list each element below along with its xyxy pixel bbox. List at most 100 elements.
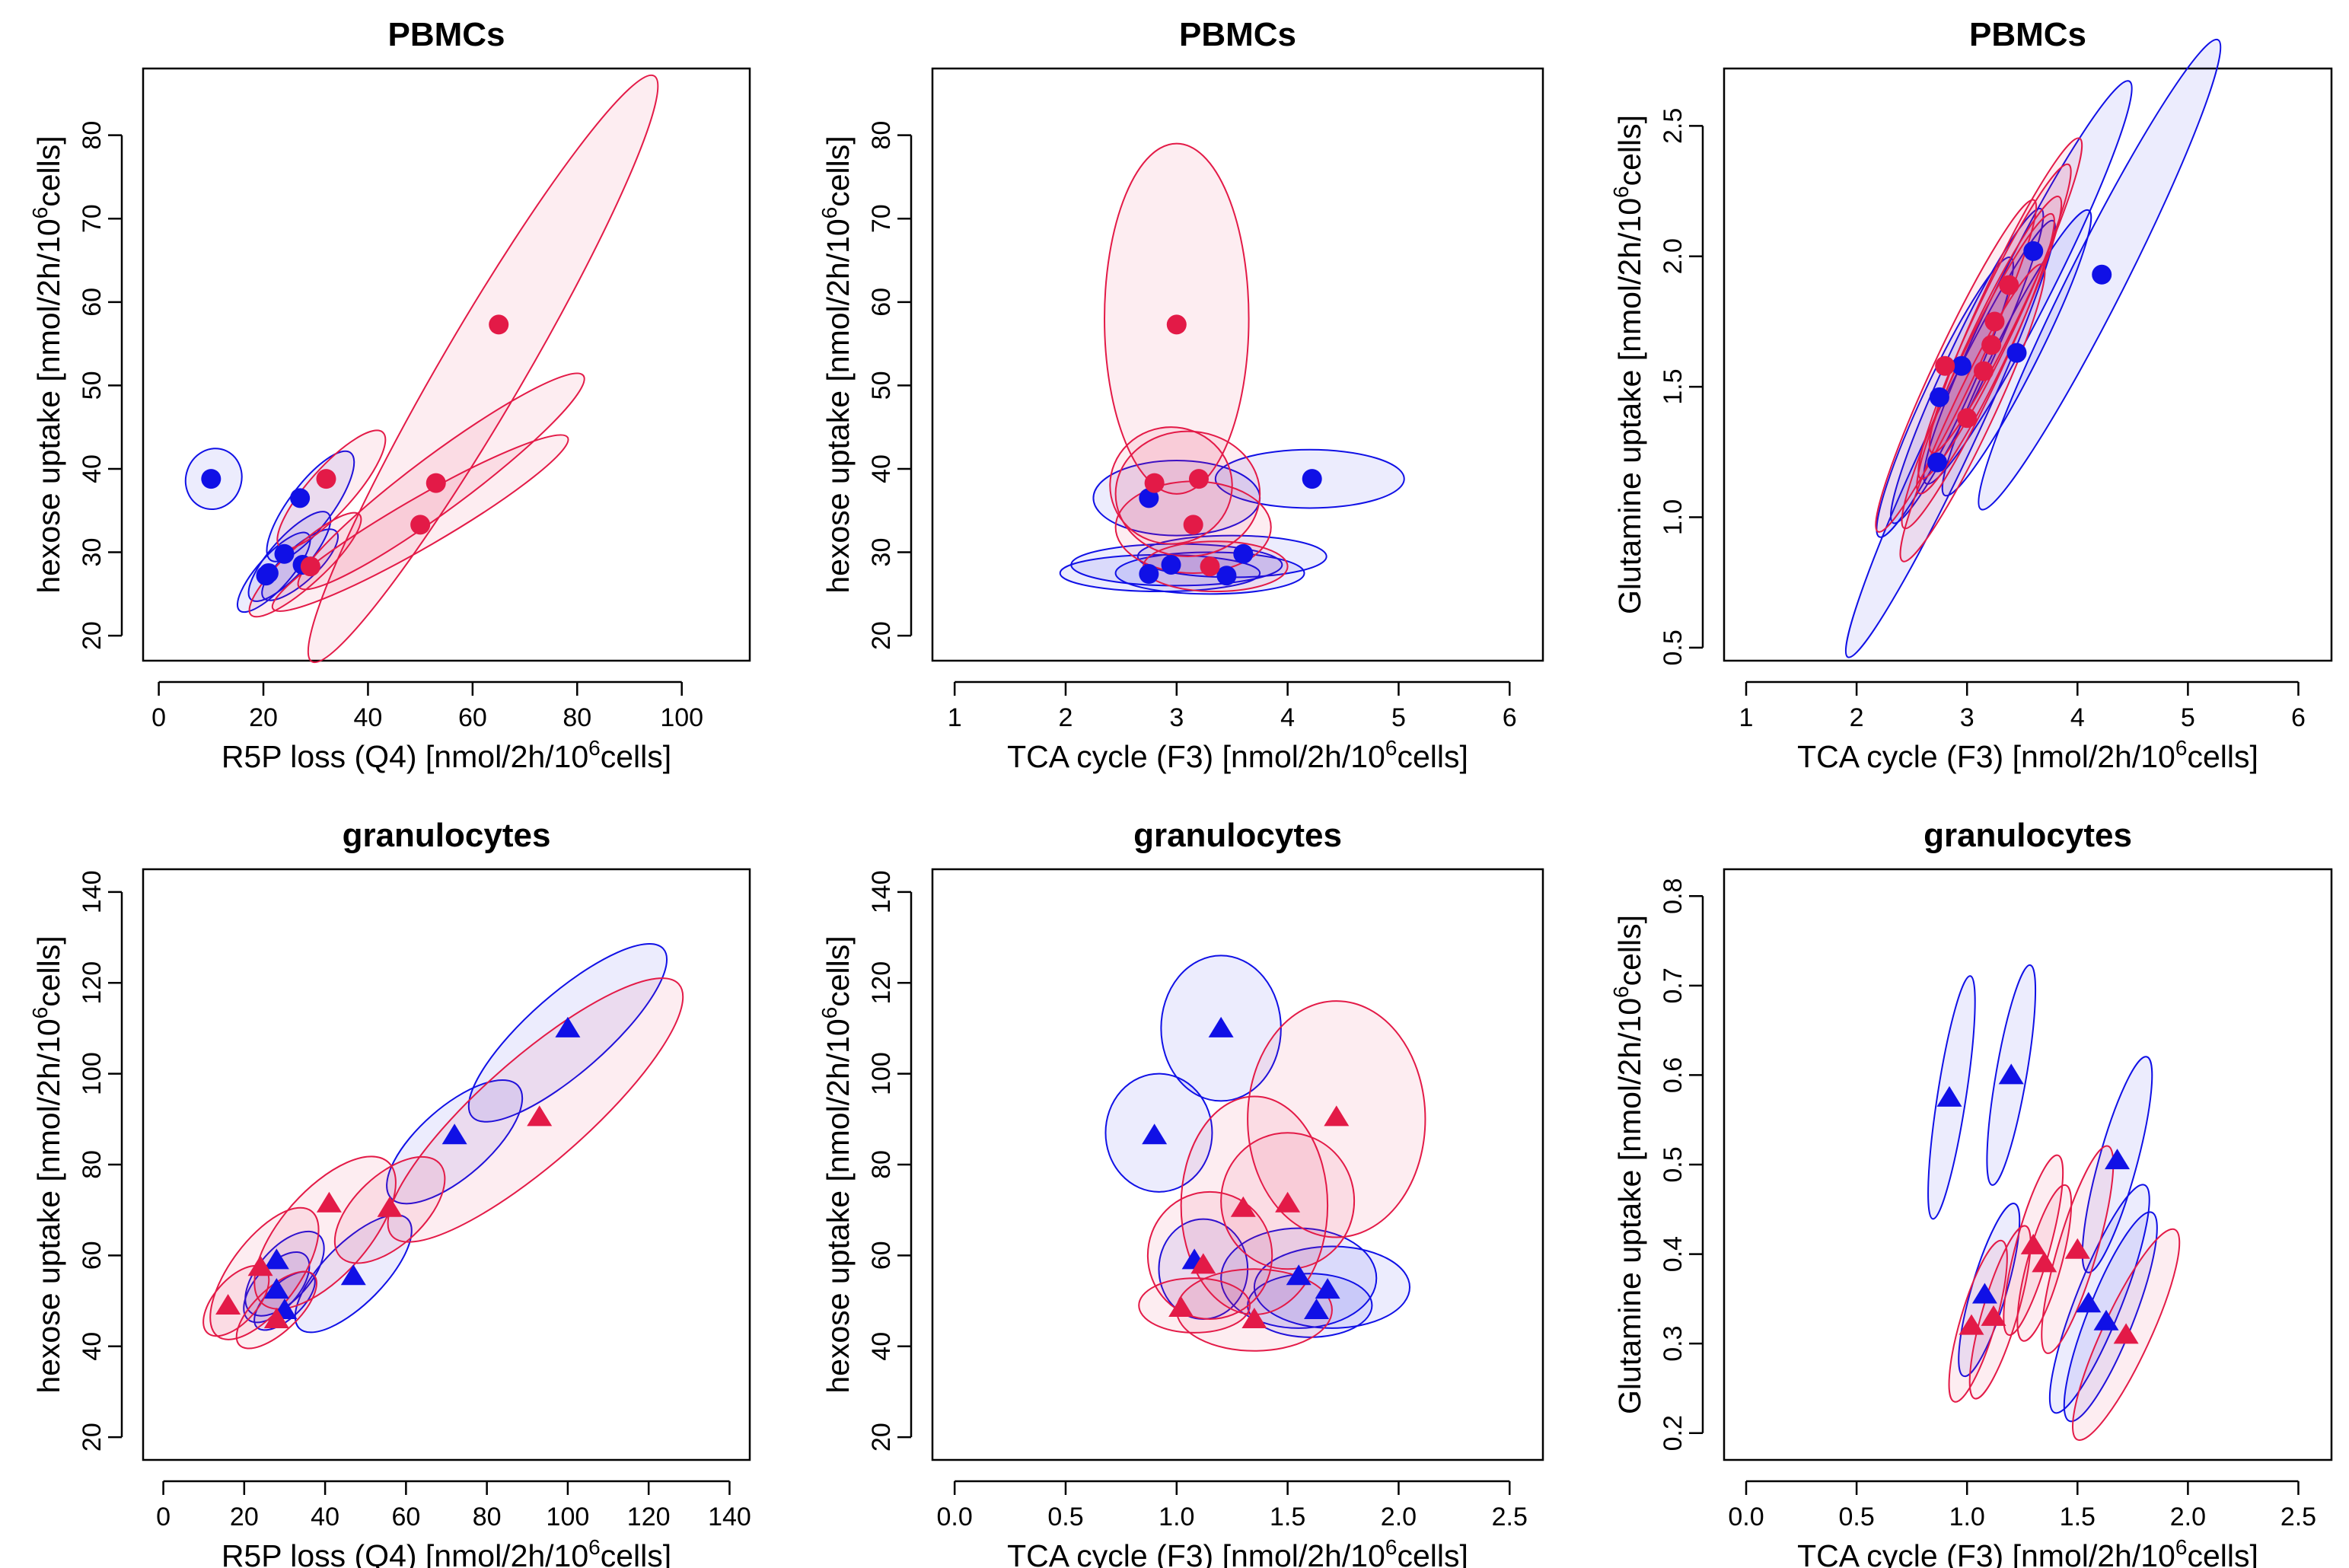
y-tick-label: 40 <box>78 1332 107 1361</box>
red-data-point <box>1183 515 1203 535</box>
x-tick-label: 5 <box>2181 703 2195 732</box>
red-data-point <box>489 314 509 335</box>
x-axis: 0.0 0.5 1.0 1.5 2.0 2.5 <box>937 1480 1528 1531</box>
x-tick-label: 2.5 <box>2280 1503 2316 1531</box>
x-tick-label: 80 <box>563 703 591 732</box>
y-tick-label: 70 <box>867 204 896 233</box>
blue-data-point <box>2023 241 2044 261</box>
red-data-point <box>2113 1323 2139 1344</box>
red-data-point <box>215 1294 241 1315</box>
blue-data-point <box>1998 1063 2024 1085</box>
blue-data-point <box>2076 1292 2102 1313</box>
x-tick-label: 40 <box>311 1503 339 1531</box>
red-confidence-ellipse <box>1109 426 1233 545</box>
y-tick-label: 0.4 <box>1659 1236 1688 1272</box>
blue-data-point <box>1927 452 1948 473</box>
x-tick-label: 1.0 <box>1159 1503 1194 1531</box>
x-tick-label: 1 <box>948 703 962 732</box>
y-tick-label: 60 <box>78 1241 107 1270</box>
red-data-point <box>1324 1105 1350 1127</box>
y-axis: 0.5 1.0 1.5 2.0 2.5 <box>1659 108 1704 665</box>
y-tick-label: 120 <box>78 961 107 1005</box>
panel-title: granulocytes <box>343 817 551 854</box>
point-layer <box>1139 314 1322 586</box>
red-data-point <box>1275 1191 1301 1213</box>
x-tick-label: 2.0 <box>2170 1503 2206 1531</box>
red-data-point <box>1959 1314 1984 1335</box>
x-axis: 0.0 0.5 1.0 1.5 2.0 2.5 <box>1728 1480 2316 1531</box>
blue-data-point <box>1142 1123 1168 1145</box>
plot-frame <box>1723 67 2333 662</box>
red-confidence-ellipse <box>1138 1277 1251 1334</box>
point-layer <box>1142 1016 1350 1328</box>
x-axis-label: R5P loss (Q4) [nmol/2h/106cells] <box>222 736 671 774</box>
blue-data-point <box>1936 1085 1962 1107</box>
y-tick-label: 2.5 <box>1659 108 1688 144</box>
x-tick-label: 4 <box>1280 703 1295 732</box>
red-data-point <box>247 1255 273 1276</box>
x-tick-label: 140 <box>708 1503 751 1531</box>
panel-title: PBMCs <box>1969 16 2086 53</box>
red-data-point <box>2020 1233 2046 1254</box>
x-tick-label: 2.5 <box>1492 1503 1528 1531</box>
x-tick-label: 60 <box>391 1503 420 1531</box>
blue-data-point <box>340 1264 366 1286</box>
x-tick-label: 80 <box>473 1503 502 1531</box>
blue-data-point <box>1208 1016 1234 1037</box>
blue-data-point <box>441 1123 467 1145</box>
y-tick-label: 30 <box>867 538 896 567</box>
y-tick-label: 0.6 <box>1659 1057 1688 1093</box>
y-tick-label: 1.0 <box>1659 499 1688 535</box>
y-axis: 20 30 40 50 60 70 80 <box>867 121 913 650</box>
y-tick-label: 80 <box>78 1150 107 1179</box>
y-axis-label: hexose uptake [nmol/2h/106cells] <box>28 135 66 593</box>
y-tick-label: 20 <box>867 621 896 650</box>
x-tick-label: 0.5 <box>1047 1503 1083 1531</box>
y-tick-label: 0.5 <box>1659 1146 1688 1182</box>
y-tick-label: 0.5 <box>1659 629 1688 665</box>
y-tick-label: 40 <box>867 1332 896 1361</box>
y-axis-label: hexose uptake [nmol/2h/106cells] <box>28 935 66 1393</box>
panel-title: PBMCs <box>1179 16 1296 53</box>
x-tick-label: 0 <box>156 1503 171 1531</box>
red-data-point <box>1241 1307 1267 1328</box>
red-data-point <box>2064 1238 2090 1259</box>
y-tick-label: 140 <box>867 870 896 913</box>
x-tick-label: 6 <box>1503 703 1517 732</box>
red-data-point <box>2032 1251 2057 1273</box>
x-axis-label: TCA cycle (F3) [nmol/2h/106cells] <box>1007 736 1468 774</box>
blue-data-point <box>263 1248 289 1270</box>
red-data-point <box>527 1105 553 1127</box>
y-tick-label: 80 <box>78 121 107 150</box>
y-tick-label: 50 <box>78 371 107 400</box>
red-data-point <box>1981 335 2002 355</box>
y-tick-label: 60 <box>867 288 896 317</box>
y-tick-label: 100 <box>78 1052 107 1095</box>
y-axis-label: hexose uptake [nmol/2h/106cells] <box>818 135 856 593</box>
x-tick-label: 20 <box>249 703 278 732</box>
x-tick-label: 3 <box>1169 703 1184 732</box>
y-tick-label: 80 <box>867 1150 896 1179</box>
blue-data-point <box>1971 1283 1997 1304</box>
ellipse-layer <box>184 74 659 664</box>
blue-data-point <box>2093 1309 2119 1331</box>
panel-title: granulocytes <box>1133 817 1342 854</box>
y-axis: 20 30 40 50 60 70 80 <box>78 121 123 650</box>
x-tick-label: 1.5 <box>2060 1503 2096 1531</box>
y-axis: 20 40 60 80 100 120 140 <box>78 870 123 1452</box>
y-tick-label: 70 <box>78 204 107 233</box>
y-tick-label: 20 <box>78 621 107 650</box>
blue-confidence-ellipse <box>1923 80 2133 485</box>
y-tick-label: 140 <box>78 870 107 913</box>
y-tick-label: 60 <box>867 1241 896 1270</box>
y-tick-label: 20 <box>78 1423 107 1452</box>
x-axis-label: TCA cycle (F3) [nmol/2h/106cells] <box>1007 1535 1468 1568</box>
blue-data-point <box>1304 1299 1330 1320</box>
red-data-point <box>1957 408 1978 429</box>
red-data-point <box>263 1307 289 1328</box>
point-layer <box>215 1016 581 1328</box>
plot-frame <box>931 868 1544 1461</box>
y-axis: 0.2 0.3 0.4 0.5 0.6 0.7 0.8 <box>1659 878 1704 1451</box>
